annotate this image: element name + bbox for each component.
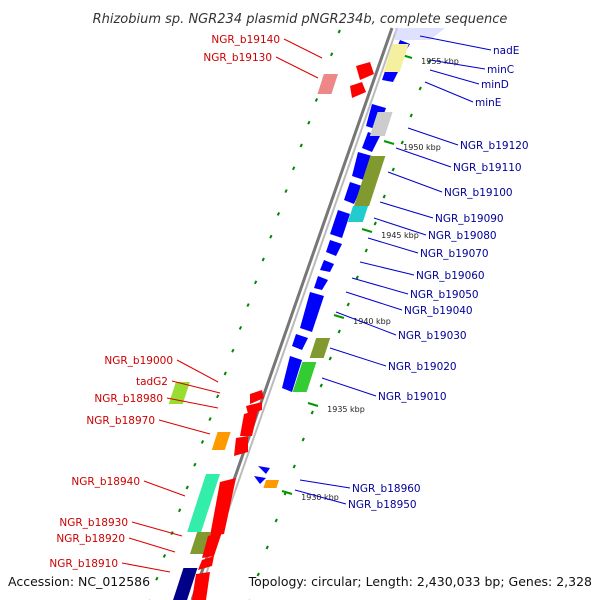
accession-text: Accession: NC_012586 [8, 574, 150, 589]
gene-label-left: NGR_b19140 [211, 34, 280, 46]
gene-b19030 [292, 334, 308, 350]
gene-olive-1 [354, 156, 386, 206]
gene-lime [168, 382, 190, 404]
gene-label-left: NGR_b18940 [71, 476, 140, 488]
top-fade [395, 28, 445, 40]
gene-green [292, 362, 317, 392]
gene-b19100 [352, 152, 372, 180]
gene-navy [173, 568, 198, 600]
gene-label-right: NGR_b19100 [444, 187, 513, 199]
gene-label-right: NGR_b18950 [348, 499, 417, 511]
gene-label-right: minE [475, 97, 501, 109]
tick-label: 1935 kbp [327, 405, 365, 414]
gene-orange-2 [263, 480, 280, 488]
gene-orange-1 [211, 432, 231, 450]
gene-label-left: NGR_b19000 [104, 355, 173, 367]
gene-b18950 [254, 476, 266, 484]
gene-pink [317, 74, 338, 94]
gene-b19070 [326, 240, 342, 256]
topology-text: Topology: circular; Length: 2,430,033 bp… [248, 574, 592, 589]
gene-label-left: NGR_b18920 [56, 533, 125, 545]
gene-label-right: NGR_b19090 [435, 213, 504, 225]
gene-olive-2 [309, 338, 331, 358]
gene-label-right: NGR_b19040 [404, 305, 473, 317]
gene-b18970 [234, 436, 248, 456]
gene-b19080 [330, 210, 350, 238]
gene-b19130 [350, 82, 366, 98]
gene-label-right: NGR_b19070 [420, 248, 489, 260]
gene-b19000 [250, 390, 264, 404]
gene-b18910 [192, 572, 210, 600]
tick-label: 1930 kbp [301, 493, 339, 502]
gene-b18980 [240, 410, 258, 436]
gene-b18920 [198, 556, 214, 570]
gene-olive-3 [189, 532, 212, 554]
gene-b19110 [362, 132, 380, 152]
tick-label: 1945 kbp [381, 231, 419, 240]
gene-label-left: NGR_b18910 [49, 558, 118, 570]
gene-b19050 [314, 276, 328, 290]
gene-labels: NGR_b19140 NGR_b19130 NGR_b19000 tadG2 NGR_b… [49, 34, 529, 573]
gene-label-right: NGR_b19060 [416, 270, 485, 282]
gene-label-right: minC [487, 64, 514, 76]
gene-cyan [347, 206, 369, 222]
gene-label-right: NGR_b19030 [398, 330, 467, 342]
gene-b19060 [320, 260, 334, 272]
gene-b19090 [344, 182, 362, 204]
gene-b18960 [258, 466, 270, 474]
gene-tadG2 [246, 402, 262, 414]
gene-b19040 [300, 292, 324, 332]
gene-yellow-1 [383, 44, 409, 72]
gene-label-left: NGR_b18930 [59, 517, 128, 529]
gene-label-right: NGR_b19010 [378, 391, 447, 403]
gene-grey [369, 112, 393, 136]
gene-label-left: NGR_b19130 [203, 52, 272, 64]
gene-teal [187, 474, 220, 532]
gene-label-right: NGR_b18960 [352, 483, 421, 495]
gene-b19020 [282, 356, 302, 392]
tick-label: 1950 kbp [403, 143, 441, 152]
gene-label-right: NGR_b19020 [388, 361, 457, 373]
gene-label-right: NGR_b19110 [453, 162, 522, 174]
gene-label-left: NGR_b18970 [86, 415, 155, 427]
map-title: Rhizobium sp. NGR234 plasmid pNGR234b, c… [93, 12, 508, 27]
gene-b19140 [356, 62, 374, 80]
gene-label-left: tadG2 [136, 376, 168, 388]
gene-label-right: NGR_b19050 [410, 289, 479, 301]
gene-label-right: minD [481, 79, 509, 91]
tick-label: 1940 kbp [353, 317, 391, 326]
gene-label-right: NGR_b19120 [460, 140, 529, 152]
gene-features [168, 40, 410, 600]
gene-b18930 [202, 532, 222, 558]
gene-label-left: NGR_b18980 [94, 393, 163, 405]
gene-b18940 [210, 478, 236, 536]
gene-label-right: nadE [493, 45, 519, 57]
gene-label-right: NGR_b19080 [428, 230, 497, 242]
